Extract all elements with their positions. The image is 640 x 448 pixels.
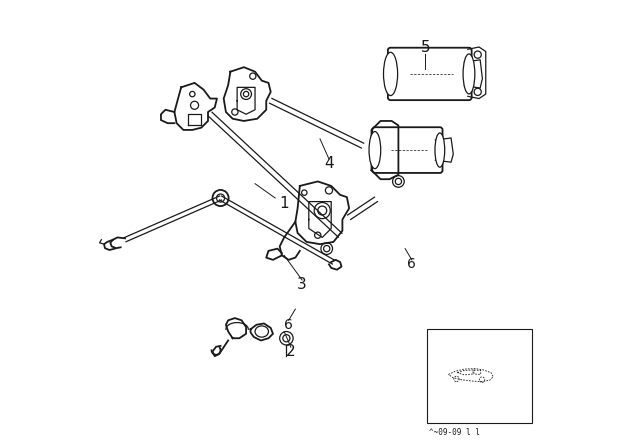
Ellipse shape <box>463 54 475 94</box>
Ellipse shape <box>435 133 445 167</box>
Text: 3: 3 <box>297 277 307 292</box>
Ellipse shape <box>369 132 381 168</box>
Text: 6: 6 <box>408 257 416 271</box>
FancyBboxPatch shape <box>388 48 472 100</box>
Text: 2: 2 <box>286 344 296 359</box>
Text: ^~09-09 l l: ^~09-09 l l <box>429 427 480 436</box>
Text: 1: 1 <box>279 196 289 211</box>
Bar <box>427 329 532 423</box>
Text: 4: 4 <box>324 156 334 171</box>
Text: 6: 6 <box>284 318 293 332</box>
Ellipse shape <box>383 52 397 95</box>
FancyBboxPatch shape <box>372 127 442 173</box>
Text: 5: 5 <box>420 39 430 55</box>
